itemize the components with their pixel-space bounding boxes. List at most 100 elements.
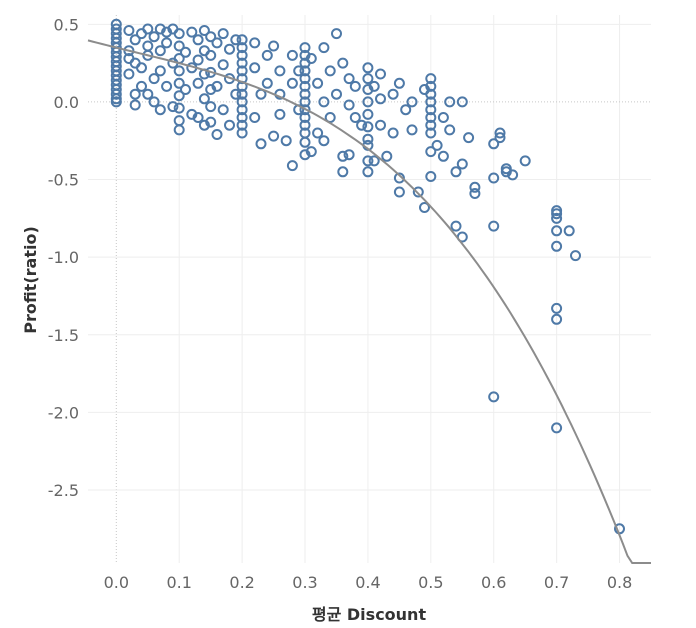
data-point <box>299 73 311 85</box>
data-point <box>136 80 147 92</box>
data-point <box>393 172 405 184</box>
data-point <box>425 171 437 182</box>
data-point <box>551 302 563 314</box>
data-point <box>205 101 217 113</box>
data-point <box>236 34 248 46</box>
data-point <box>494 127 506 139</box>
data-point <box>192 34 204 46</box>
data-point <box>469 188 481 199</box>
data-point <box>425 119 437 131</box>
data-point <box>551 208 563 220</box>
x-axis-ticks: 0.0 0.1 0.2 0.3 0.4 0.5 0.6 0.7 0.8 <box>104 573 633 592</box>
data-point <box>362 155 374 167</box>
data-point <box>268 130 280 142</box>
data-point <box>198 119 210 131</box>
data-point <box>173 40 185 52</box>
data-point <box>425 88 437 100</box>
data-point <box>368 155 380 167</box>
data-point <box>393 77 405 89</box>
data-point <box>274 65 286 77</box>
data-point <box>337 57 349 69</box>
data-point <box>136 28 147 40</box>
data-point <box>173 77 185 89</box>
data-point <box>110 96 122 108</box>
data-point <box>425 73 437 85</box>
data-point <box>192 77 204 89</box>
data-point <box>261 77 273 89</box>
data-point <box>412 186 424 198</box>
data-point <box>299 65 311 77</box>
y-tick-label: 0.0 <box>54 93 79 112</box>
data-point <box>173 124 185 136</box>
data-point <box>249 112 261 123</box>
data-point <box>494 132 506 144</box>
data-point <box>362 62 374 74</box>
data-point <box>123 68 135 80</box>
data-point <box>161 80 173 92</box>
trend-line <box>87 39 651 564</box>
data-point <box>286 49 298 61</box>
data-point <box>205 84 217 95</box>
data-point <box>236 112 248 123</box>
data-point <box>425 96 437 108</box>
data-point <box>180 84 191 95</box>
data-point <box>362 73 374 85</box>
y-axis-title: Profit(ratio) <box>21 226 40 334</box>
data-point <box>255 138 267 150</box>
data-point <box>148 73 160 85</box>
data-point <box>312 77 324 89</box>
data-point <box>381 150 393 162</box>
data-point <box>236 42 248 54</box>
data-point <box>236 96 248 108</box>
data-point <box>274 108 286 120</box>
data-point <box>425 80 437 92</box>
data-point <box>161 26 173 38</box>
data-point <box>456 158 468 170</box>
y-axis-ticks: 0.5 0.0 -0.5 -1.0 -1.5 -2.0 -2.5 <box>48 15 79 500</box>
data-point <box>331 28 342 40</box>
data-point <box>192 54 204 66</box>
x-tick-label: 0.2 <box>229 573 254 592</box>
x-tick-label: 0.5 <box>418 573 443 592</box>
data-point <box>224 119 235 131</box>
data-point <box>519 155 531 167</box>
y-tick-label: -1.0 <box>48 248 79 267</box>
data-point <box>349 112 361 123</box>
data-point <box>236 127 248 139</box>
data-point <box>110 88 122 100</box>
data-point <box>551 225 563 237</box>
data-point <box>198 93 210 105</box>
data-point <box>305 53 317 64</box>
data-point <box>299 104 311 116</box>
data-point <box>154 104 166 116</box>
data-point <box>349 80 361 92</box>
data-point <box>198 25 210 36</box>
data-point <box>551 313 563 325</box>
data-point <box>356 119 368 131</box>
data-point <box>217 28 229 40</box>
data-point <box>268 40 280 52</box>
data-point <box>469 181 481 193</box>
data-point <box>154 23 166 35</box>
data-point <box>211 37 223 49</box>
data-point <box>299 49 311 61</box>
data-point <box>324 65 336 77</box>
data-point <box>142 23 154 35</box>
data-point <box>205 116 217 128</box>
data-point <box>362 96 374 108</box>
data-point <box>431 139 443 151</box>
data-point <box>450 220 462 232</box>
data-point <box>129 88 141 100</box>
data-point <box>154 65 166 77</box>
data-point <box>343 73 355 85</box>
data-point <box>305 146 317 158</box>
data-point <box>249 37 261 49</box>
data-point <box>362 84 374 95</box>
x-tick-label: 0.1 <box>166 573 191 592</box>
data-point <box>312 127 324 139</box>
data-point <box>230 34 242 46</box>
data-point <box>299 112 311 123</box>
data-point <box>161 37 173 49</box>
data-point <box>186 26 198 38</box>
data-point <box>217 59 229 71</box>
